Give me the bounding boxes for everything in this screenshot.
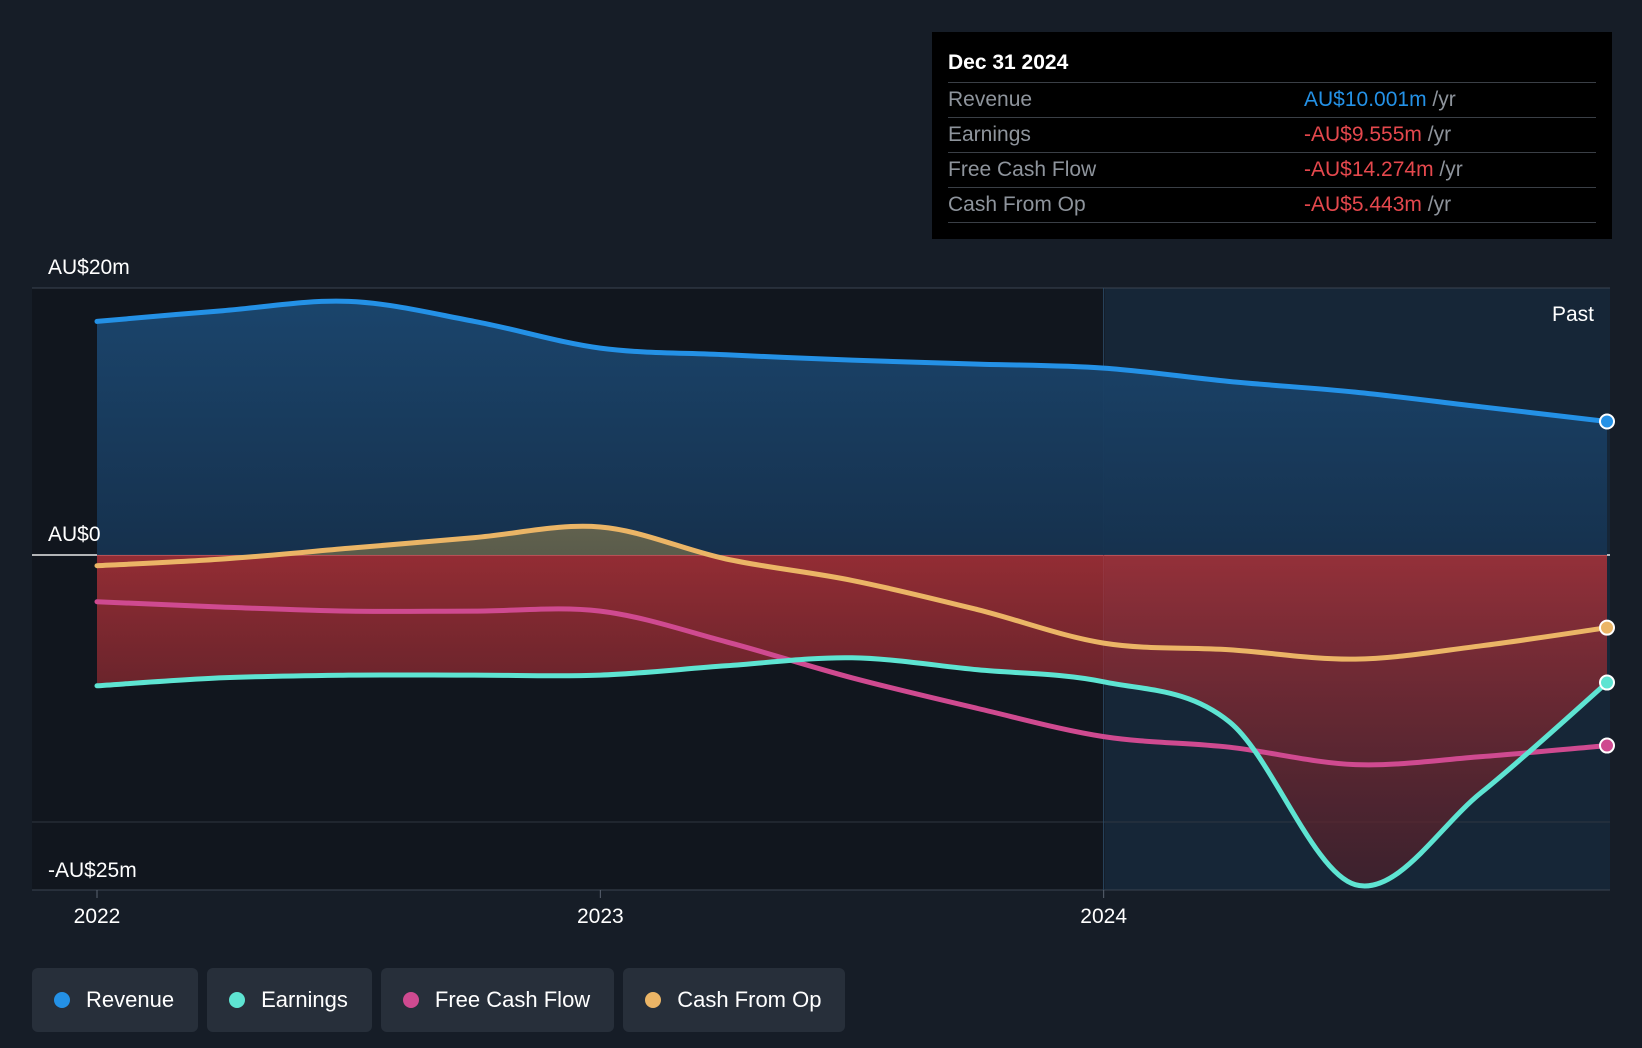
x-tick-label: 2024 — [1080, 905, 1127, 928]
past-label: Past — [1552, 303, 1594, 326]
tooltip-label: Cash From Op — [948, 193, 1086, 216]
legend-label: Free Cash Flow — [434, 987, 591, 1012]
series-end-marker-free-cash-flow — [1599, 737, 1615, 754]
series-line-earnings — [94, 655, 1610, 889]
series-line-cash-from-op — [94, 523, 1610, 662]
legend-item-revenue[interactable]: Revenue — [32, 968, 199, 1032]
tooltip-row-free-cash-flow: Free Cash Flow -AU$14.274m /yr — [948, 153, 1596, 188]
cash-from-op-area — [97, 526, 1607, 555]
tooltip-row-revenue: Revenue AU$10.001m /yr — [948, 83, 1596, 118]
y-label-top: AU$20m — [48, 256, 130, 279]
series-end-marker-earnings — [1599, 674, 1615, 691]
legend-item-free-cash-flow[interactable]: Free Cash Flow — [380, 968, 615, 1032]
tooltip-value: -AU$14.274m — [1304, 158, 1434, 181]
tooltip: Dec 31 2024 Revenue AU$10.001m /yr Earni… — [932, 32, 1612, 239]
series-end-marker-cash-from-op — [1599, 619, 1615, 636]
tooltip-unit: /yr — [1427, 193, 1452, 216]
negative-area — [97, 555, 1607, 887]
legend: Revenue Earnings Free Cash Flow Cash Fro… — [32, 968, 846, 1032]
tooltip-date: Dec 31 2024 — [948, 44, 1596, 83]
tooltip-value: -AU$5.443m — [1304, 193, 1422, 216]
legend-label: Cash From Op — [677, 987, 822, 1012]
y-label-bottom: -AU$25m — [48, 859, 137, 882]
tooltip-unit: /yr — [1432, 88, 1456, 111]
legend-item-cash-from-op[interactable]: Cash From Op — [623, 968, 846, 1032]
y-label-zero: AU$0 — [48, 523, 101, 546]
tooltip-label: Free Cash Flow — [948, 158, 1097, 181]
tooltip-unit: /yr — [1439, 158, 1463, 181]
tooltip-label: Revenue — [948, 88, 1033, 111]
legend-item-earnings[interactable]: Earnings — [207, 968, 372, 1032]
x-tick-label: 2023 — [577, 905, 624, 928]
x-tick-label: 2022 — [74, 905, 121, 928]
tooltip-row-earnings: Earnings -AU$9.555m /yr — [948, 118, 1596, 153]
legend-dot-icon — [54, 992, 70, 1008]
legend-label: Earnings — [261, 987, 348, 1012]
tooltip-value: AU$10.001m — [1304, 88, 1427, 111]
series-line-free-cash-flow — [94, 599, 1610, 768]
legend-dot-icon — [645, 992, 662, 1008]
revenue-area — [97, 301, 1607, 555]
legend-dot-icon — [402, 992, 419, 1008]
tooltip-value: -AU$9.555m — [1304, 123, 1422, 146]
series-end-marker-revenue — [1599, 413, 1615, 430]
legend-dot-icon — [229, 992, 246, 1008]
tooltip-label: Earnings — [948, 123, 1031, 146]
series-line-revenue — [94, 298, 1610, 424]
tooltip-row-cash-from-op: Cash From Op -AU$5.443m /yr — [948, 188, 1596, 223]
tooltip-unit: /yr — [1427, 123, 1452, 146]
legend-label: Revenue — [86, 987, 175, 1012]
